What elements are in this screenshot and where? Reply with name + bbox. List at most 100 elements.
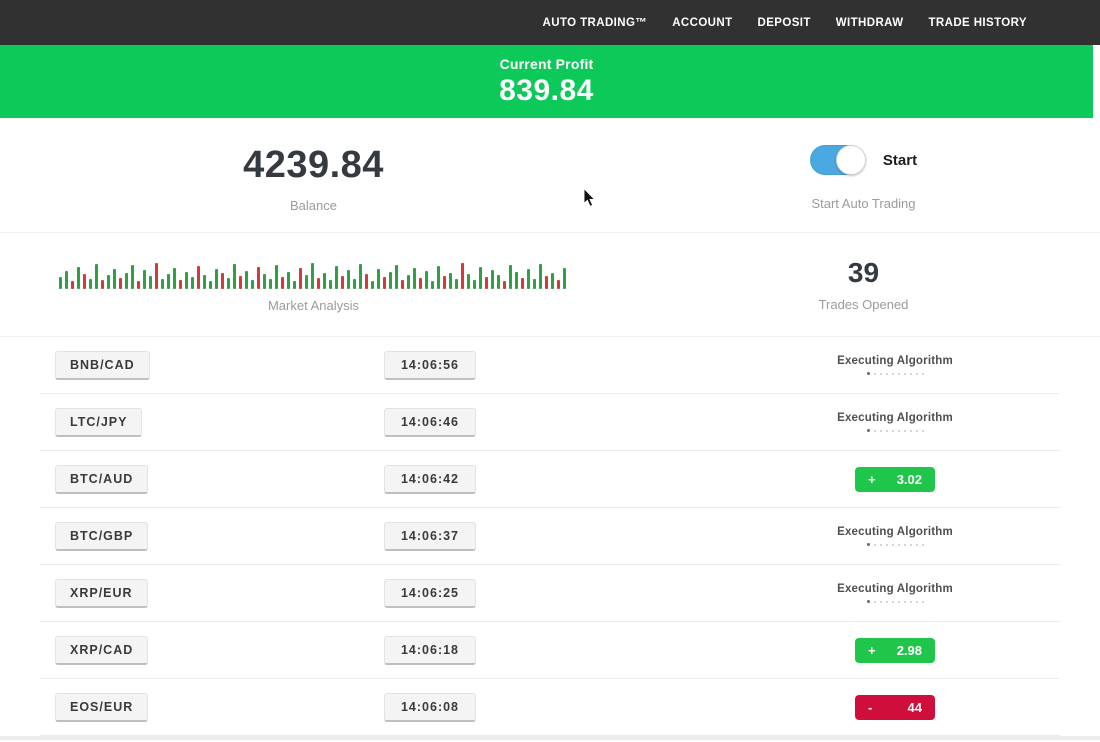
trade-row: LTC/JPY 14:06:46 Executing Algorithm <box>40 394 1060 451</box>
chart-bar <box>430 280 434 289</box>
chart-bar <box>316 277 320 289</box>
pair-cell: BTC/GBP <box>40 521 330 551</box>
trades-opened-label: Trades Opened <box>818 297 909 312</box>
chart-bar <box>454 278 458 289</box>
bottom-divider <box>0 736 1100 740</box>
time-cell: 14:06:18 <box>330 635 530 665</box>
chart-bar <box>160 278 164 289</box>
profit-badge: +3.02 <box>855 466 935 492</box>
chart-bar <box>406 274 410 289</box>
chart-bar <box>238 275 242 289</box>
progress-dot <box>921 600 924 603</box>
progress-dot <box>891 429 894 432</box>
trades-list: BNB/CAD 14:06:56 Executing Algorithm LTC/JP… <box>0 337 1100 736</box>
chart-bar <box>172 267 176 289</box>
chart-bar <box>88 278 92 289</box>
badge-value: 44 <box>907 699 922 715</box>
chart-bar <box>556 279 560 289</box>
chart-bar <box>562 267 566 289</box>
profit-banner: Current Profit 839.84 <box>0 45 1093 118</box>
chart-bar <box>58 276 62 289</box>
chart-bar <box>484 276 488 289</box>
chart-bar <box>520 277 524 289</box>
chart-bar <box>472 279 476 289</box>
status-cell: Executing Algorithm <box>730 412 1060 432</box>
market-analysis-chart <box>58 257 569 289</box>
progress-dot <box>903 372 906 375</box>
nav-item-withdraw[interactable]: WITHDRAW <box>835 16 904 29</box>
chart-bar <box>286 271 290 289</box>
time-badge: 14:06:42 <box>384 464 476 494</box>
loss-badge: - 44 <box>855 694 935 720</box>
pair-badge: EOS/EUR <box>55 692 149 722</box>
chart-bar <box>166 273 170 289</box>
time-cell: 14:06:25 <box>330 578 530 608</box>
chart-bar <box>94 263 98 289</box>
chart-bar <box>292 280 296 289</box>
progress-dots <box>865 372 926 375</box>
progress-dot <box>879 429 882 432</box>
progress-dot <box>885 543 888 546</box>
progress-dot <box>866 600 870 603</box>
progress-dot <box>915 543 918 546</box>
progress-dot <box>873 429 876 432</box>
pair-badge: BTC/AUD <box>55 464 149 494</box>
time-cell: 14:06:46 <box>330 407 530 437</box>
chart-bar <box>382 276 386 289</box>
chart-bar <box>136 280 140 289</box>
progress-dot <box>885 600 888 603</box>
nav-bar: AUTO TRADING™ ACCOUNT DEPOSIT WITHDRAW TRADE… <box>0 0 1100 45</box>
chart-bar <box>328 279 332 289</box>
chart-bar <box>196 265 200 289</box>
chart-bar <box>448 272 452 289</box>
chart-bar <box>532 278 536 289</box>
chart-bar <box>358 263 362 289</box>
chart-bar <box>394 264 398 289</box>
nav-item-trade-history[interactable]: TRADE HISTORY <box>928 16 1027 29</box>
time-cell: 14:06:08 <box>330 692 530 722</box>
balance-block: 4239.84 Balance <box>0 124 627 232</box>
progress-dot <box>903 429 906 432</box>
auto-trading-block: Start Start Auto Trading <box>627 124 1100 232</box>
progress-dots <box>865 429 926 432</box>
chart-bar <box>154 262 158 289</box>
progress-dots <box>865 600 926 603</box>
trades-opened-block: 39 Trades Opened <box>627 233 1100 336</box>
chart-bar <box>118 277 122 289</box>
chart-bar <box>280 276 284 289</box>
chart-bar <box>460 262 464 289</box>
progress-dot <box>915 372 918 375</box>
chart-bar <box>250 279 254 289</box>
badge-sign: - <box>868 699 873 715</box>
progress-dot <box>909 543 912 546</box>
progress-dot <box>891 372 894 375</box>
progress-dot <box>879 543 882 546</box>
progress-dot <box>873 372 876 375</box>
chart-bar <box>124 272 128 289</box>
progress-dot <box>885 429 888 432</box>
nav-item-deposit[interactable]: DEPOSIT <box>757 16 811 29</box>
trade-row: BTC/GBP 14:06:37 Executing Algorithm <box>40 508 1060 565</box>
progress-dot <box>921 372 924 375</box>
pair-cell: EOS/EUR <box>40 692 330 722</box>
chart-bar <box>334 265 338 289</box>
progress-dot <box>897 429 900 432</box>
chart-bar <box>442 275 446 289</box>
market-section: Market Analysis 39 Trades Opened <box>0 233 1100 337</box>
profit-badge: +2.98 <box>855 637 935 663</box>
chart-bar <box>76 266 80 289</box>
market-analysis-label: Market Analysis <box>267 297 360 313</box>
progress-dots <box>865 543 926 546</box>
nav-item-auto-trading[interactable]: AUTO TRADING™ <box>542 16 648 29</box>
chart-bar <box>202 274 206 289</box>
progress-dot <box>909 372 912 375</box>
nav-item-account[interactable]: ACCOUNT <box>672 16 733 29</box>
progress-dot <box>885 372 888 375</box>
chart-bar <box>400 279 404 289</box>
chart-bar <box>208 280 212 289</box>
auto-trading-toggle[interactable] <box>809 145 866 175</box>
chart-bar <box>274 264 278 289</box>
chart-bar <box>256 266 260 289</box>
progress-dot <box>891 543 894 546</box>
status-cell: Executing Algorithm <box>730 583 1060 603</box>
